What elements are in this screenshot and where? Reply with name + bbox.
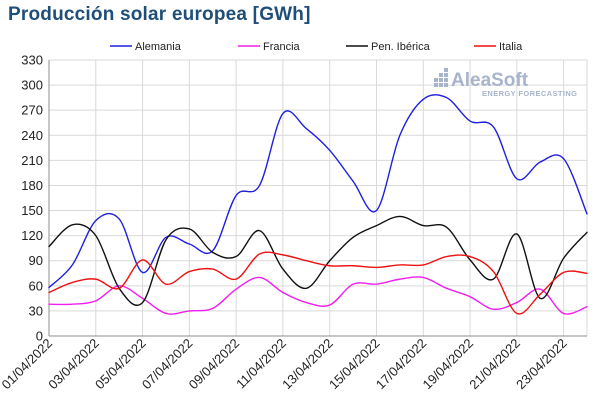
y-tick-label: 300	[21, 78, 43, 93]
y-tick-label: 30	[29, 303, 43, 318]
y-tick-label: 330	[21, 53, 43, 68]
y-tick-label: 0	[36, 329, 43, 344]
y-axis-ticks: 0 30 60 90 120 150 180 210 240 270 300 330	[21, 53, 43, 344]
chart-title: Producción solar europea [GWh]	[8, 4, 311, 25]
y-tick-label: 90	[29, 253, 43, 268]
x-tick-label: 23/04/2022	[513, 336, 570, 393]
legend: Alemania Francia Pen. Ibérica Italia	[110, 41, 523, 53]
logo-icon	[434, 68, 448, 87]
y-tick-label: 180	[21, 178, 43, 193]
x-axis-ticks: 01/04/202203/04/202205/04/202207/04/2022…	[0, 336, 570, 393]
legend-label-alemania: Alemania	[135, 41, 182, 53]
series-line-pen-iberica	[48, 215, 588, 306]
gridlines	[48, 59, 588, 336]
series-line-francia	[48, 276, 588, 315]
y-tick-label: 60	[29, 278, 43, 293]
legend-label-francia: Francia	[263, 41, 301, 53]
y-tick-label: 120	[21, 228, 43, 243]
x-tick-label: 09/04/2022	[186, 336, 243, 393]
legend-label-pen-iberica: Pen. Ibérica	[371, 41, 431, 53]
y-tick-label: 270	[21, 103, 43, 118]
series-lines	[48, 94, 588, 315]
series-line-italia	[48, 251, 588, 315]
axes	[48, 60, 587, 337]
y-tick-label: 240	[21, 128, 43, 143]
series-line-alemania	[48, 94, 588, 289]
legend-label-italia: Italia	[499, 41, 523, 53]
logo-tagline: ENERGY FORECASTING	[482, 89, 577, 98]
logo-wordmark: AleaSoft	[451, 70, 529, 91]
aleasoft-logo: AleaSoft ENERGY FORECASTING	[434, 68, 577, 98]
y-tick-label: 210	[21, 153, 43, 168]
y-tick-label: 150	[21, 203, 43, 218]
